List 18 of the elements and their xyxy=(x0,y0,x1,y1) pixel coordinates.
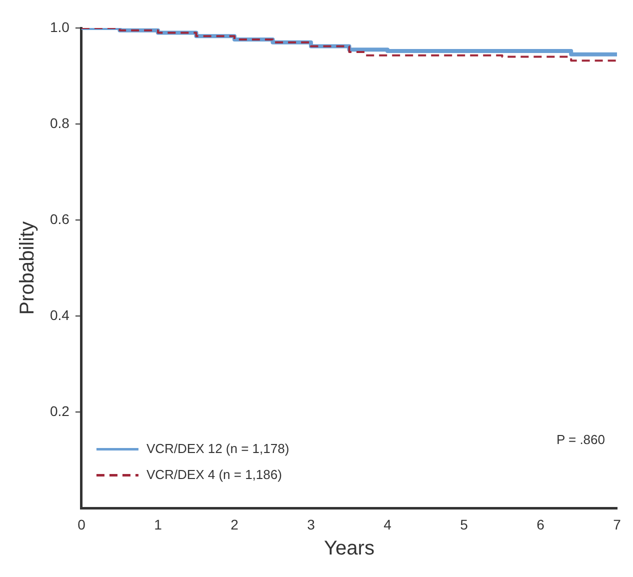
annotation: P = .860 xyxy=(556,432,605,447)
y-tick-label: 0.6 xyxy=(50,210,70,227)
legend-label: VCR/DEX 12 (n = 1,178) xyxy=(146,440,290,456)
x-axis-title: Years xyxy=(324,538,374,560)
x-tick-label: 6 xyxy=(536,516,545,532)
y-tick-label: 1.0 xyxy=(50,18,70,35)
x-tick-label: 4 xyxy=(384,516,392,532)
y-tick-label: 0.8 xyxy=(50,114,70,131)
x-tick-label: 5 xyxy=(460,516,468,532)
x-tick-label: 2 xyxy=(230,516,239,532)
x-tick-label: 3 xyxy=(307,516,316,532)
legend-label: VCR/DEX 4 (n = 1,186) xyxy=(146,466,282,482)
y-tick-label: 0.2 xyxy=(50,403,70,420)
y-axis-title: Probability xyxy=(16,221,39,315)
y-tick-label: 0.4 xyxy=(50,306,70,323)
x-tick-label: 7 xyxy=(613,516,622,532)
x-tick-label: 0 xyxy=(78,516,86,532)
x-tick-label: 1 xyxy=(154,516,162,532)
